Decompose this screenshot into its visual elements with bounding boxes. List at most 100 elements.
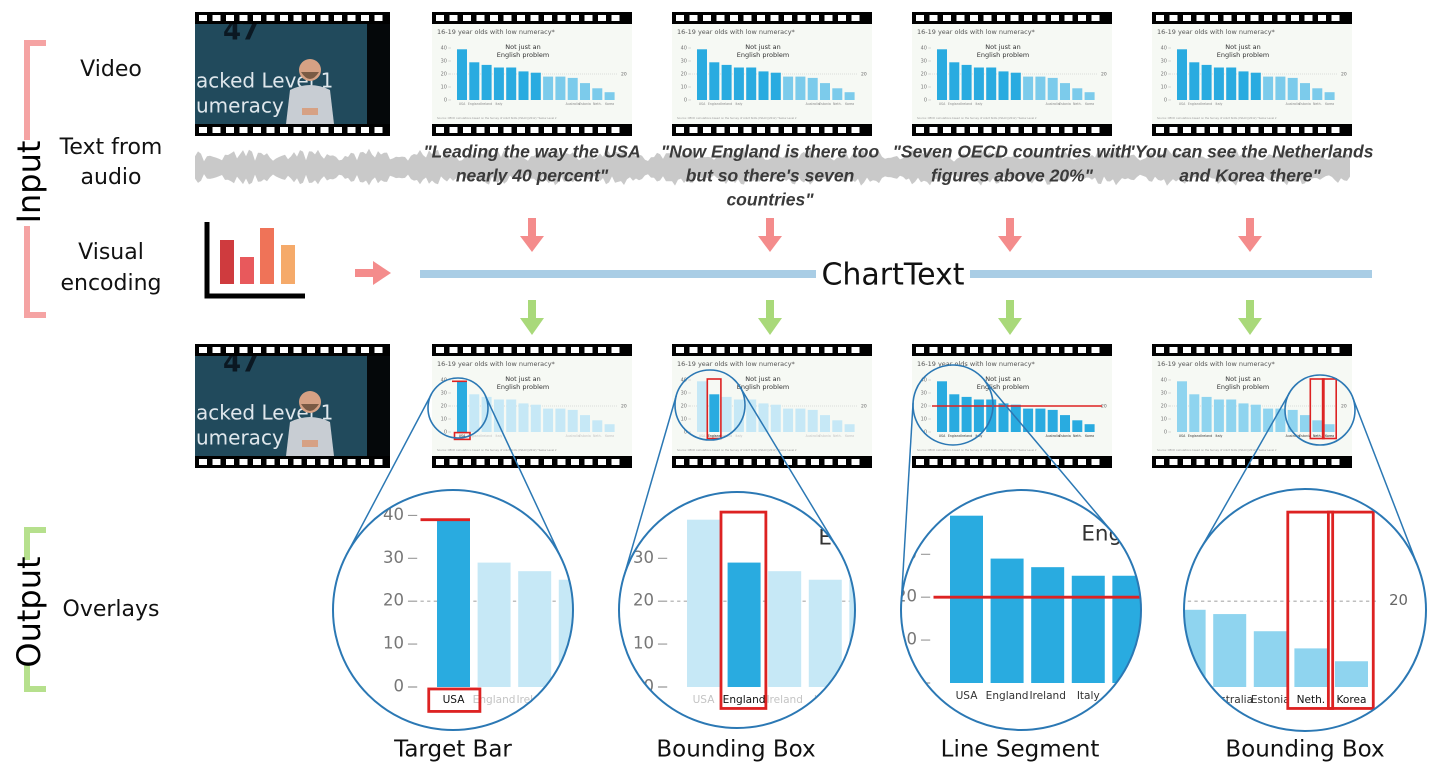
speaker-beard [301,72,319,79]
film-hole [1078,15,1086,21]
audio-quote: and Korea there" [1179,166,1321,186]
category-label: Neth. [1136,694,1165,706]
film-hole [811,459,819,465]
film-hole [476,15,485,21]
film-hole [1037,127,1046,133]
category-label: USA [699,102,706,106]
bar [518,71,529,100]
category-label: Estonia [1251,694,1290,706]
film-hole [212,459,221,465]
film-hole [676,15,684,21]
film-hole [943,459,951,465]
film-hole [320,347,329,353]
y-tick-label: 0 [924,98,927,104]
y-tick-label: 10 [681,417,687,423]
film-hole [1064,347,1073,353]
film-hole [320,15,329,21]
bar [1213,614,1247,687]
y-tick-label: 40 [1161,378,1167,384]
film-hole [916,459,924,465]
y-tick-label: 30 [921,59,927,65]
arrow-head [520,236,544,252]
chart-source: Source: OECD calculations based on the S… [437,116,557,120]
film-hole [1291,459,1299,465]
film-hole [253,127,261,133]
film-hole [571,347,579,353]
audio-quote: "Seven OECD countries with [893,142,1132,162]
film-hole [757,15,765,21]
film-hole [1223,127,1232,133]
chart-thumbnail: 16-19 year olds with low numeracy* Not ju… [672,24,872,124]
film-hole [983,459,992,465]
film-hole [503,459,512,465]
bar [592,420,603,432]
chart-annotation: English problem [497,383,549,391]
bar [733,67,744,100]
zoom-source [427,377,489,439]
category-label: England [708,434,721,438]
film-hole [557,347,566,353]
film-hole [997,459,1005,465]
film-hole [997,127,1005,133]
bar [580,415,590,432]
film-hole [1291,347,1299,353]
film-hole [199,15,207,21]
bar [1023,76,1034,100]
y-tick-label: 10 [441,85,447,91]
category-label: Italy [564,694,587,706]
film-hole [1024,15,1032,21]
chart-title: 16-19 year olds with low numeracy* [677,28,796,36]
bounding-box [1326,510,1375,710]
bar [1047,409,1058,432]
category-label: Korea [1337,694,1367,706]
stage-edge [367,24,390,124]
film-hole [1064,459,1073,465]
film-hole [1277,15,1286,21]
arrow-shaft [1006,218,1014,238]
film-hole [1196,127,1205,133]
film-hole [571,459,579,465]
film-hole [983,347,992,353]
film-hole [476,459,485,465]
bar [783,408,794,432]
film-hole [293,127,302,133]
film-hole [571,15,579,21]
film-hole [449,347,458,353]
content: Input Output Video Text from audio Visual enco… [10,12,1427,763]
film-hole [1223,347,1232,353]
film-hole [436,459,444,465]
film-hole [730,347,738,353]
arrow-down [520,218,544,252]
bar [1084,92,1095,100]
film-hole [851,347,860,353]
audio-quote: countries" [726,190,814,210]
film-hole [253,347,261,353]
y-tick-label: 20 [896,587,917,606]
zoom-outline [1183,488,1427,732]
film-hole [983,15,992,21]
bounding-box [1309,378,1325,440]
film-hole [851,459,860,465]
film-hole [598,15,606,21]
film-hole [1183,347,1191,353]
film-hole [1183,459,1191,465]
category-label: Australia [566,434,580,438]
bar [844,424,855,432]
row-label: Text from [59,135,163,160]
film-hole [571,127,579,133]
speaker-beard [301,404,319,411]
y-tick-label: 30 [896,544,917,563]
film-hole [436,347,444,353]
film-hole [703,15,711,21]
film-hole [703,127,711,133]
overlay-caption: Bounding Box [656,737,815,763]
film-hole [1078,127,1086,133]
bar [783,76,794,100]
bar [1035,408,1046,432]
category-label: Neth. [593,434,602,438]
stage-edge [367,356,390,456]
bar [1084,424,1095,432]
bar [709,62,720,100]
film-hole [1156,15,1164,21]
chart-annotation: Not just an [1225,43,1260,51]
